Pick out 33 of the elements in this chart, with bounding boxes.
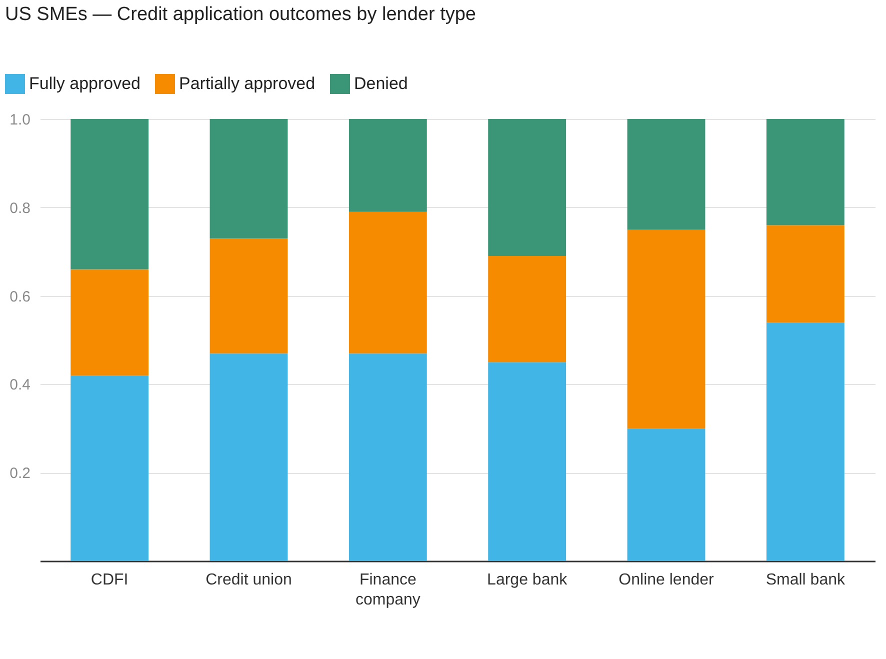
y-tick-label: 0.2 — [10, 465, 30, 482]
bar — [766, 225, 844, 322]
x-tick-label: Online lender — [618, 572, 715, 588]
bar — [627, 119, 706, 230]
bar — [766, 322, 844, 561]
bar — [70, 119, 149, 270]
bar — [348, 212, 427, 354]
x-tick-label: Small bank — [766, 572, 846, 588]
y-tick-label: 1.0 — [10, 112, 30, 128]
bar — [627, 428, 706, 561]
bar — [488, 119, 566, 256]
bar — [488, 362, 566, 561]
x-tick-label: Large bank — [487, 572, 568, 588]
bar — [210, 353, 288, 561]
bar — [210, 238, 288, 354]
bar — [348, 119, 427, 212]
legend-label: Partially approved — [179, 74, 316, 93]
legend-label: Fully approved — [29, 74, 141, 93]
bar — [70, 269, 149, 376]
bar — [210, 119, 288, 238]
y-tick-label: 0.8 — [10, 200, 30, 217]
legend-label: Denied — [354, 74, 408, 93]
y-tick-label: 0.4 — [10, 376, 30, 394]
bar — [488, 256, 566, 362]
bar — [766, 119, 844, 226]
bar — [627, 230, 706, 428]
x-tick-label: CDFI — [90, 572, 128, 588]
x-tick-label: Credit union — [206, 572, 292, 588]
bar — [70, 375, 149, 561]
y-tick-label: 0.6 — [10, 288, 30, 306]
chart-title: US SMEs — Credit application outcomes by lender type — [5, 4, 476, 25]
bar — [348, 353, 427, 561]
x-tick-label: Finance company — [355, 572, 420, 608]
